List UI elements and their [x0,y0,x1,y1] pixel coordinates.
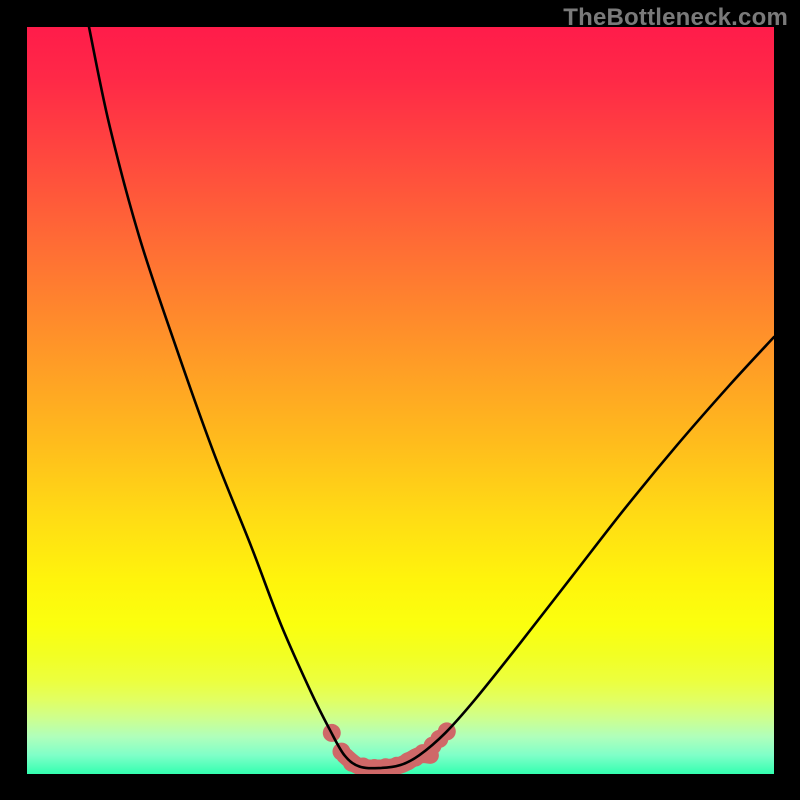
chart-background [27,27,774,774]
chart-plot-area [27,27,774,774]
watermark-text: TheBottleneck.com [563,4,788,32]
chart-frame: TheBottleneck.com [0,0,800,800]
chart-svg [27,27,774,774]
